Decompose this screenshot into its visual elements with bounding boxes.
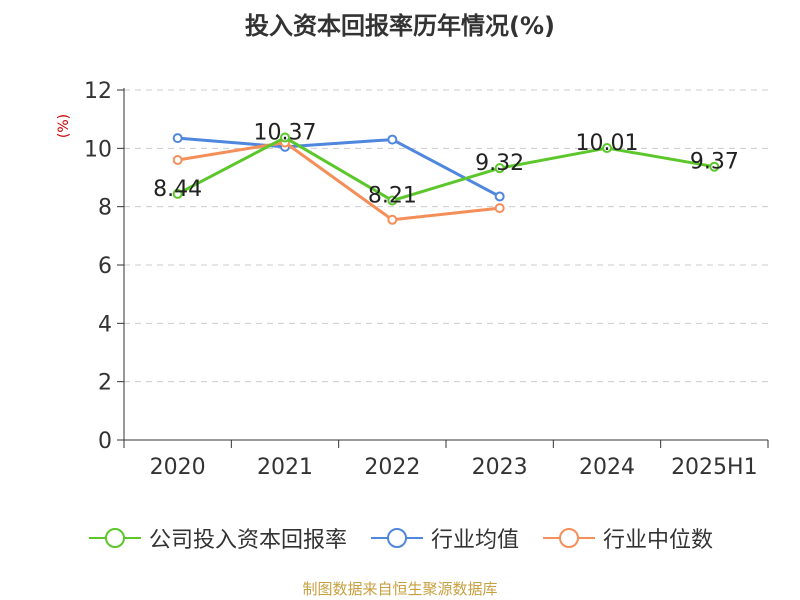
data-point	[387, 134, 398, 145]
data-point	[387, 195, 398, 206]
x-tick-label: 2021	[257, 455, 313, 480]
y-tick-label: 4	[98, 312, 112, 337]
legend-label-industry-median: 行业中位数	[603, 528, 714, 553]
data-point	[172, 133, 183, 144]
data-label: 10.37	[254, 121, 317, 146]
data-point	[280, 132, 290, 143]
series-line	[176, 136, 715, 203]
series-line	[177, 141, 500, 222]
legend-label-industry-mean: 行业均值	[430, 528, 519, 553]
x-tick-label: 2020	[150, 455, 206, 480]
legend-item-company[interactable]: 公司投入资本回报率	[87, 522, 347, 554]
legend-swatch-company	[88, 528, 141, 548]
series-line	[177, 136, 501, 198]
x-tick-label: 2024	[579, 455, 635, 480]
data-point	[602, 143, 612, 154]
data-label: 8.21	[368, 184, 417, 209]
legend-label-company: 公司投入资本回报率	[148, 528, 347, 553]
legend-swatch-industry-mean	[370, 528, 423, 548]
x-tick-label: 2022	[364, 455, 420, 480]
legend: 公司投入资本回报率 行业均值 行业中位数	[0, 520, 800, 556]
legend-swatch-industry-median	[543, 528, 595, 548]
y-tick-label: 2	[98, 371, 112, 396]
data-point	[709, 161, 720, 172]
x-tick-label: 2023	[472, 455, 528, 480]
data-label: 8.44	[153, 177, 202, 202]
x-tick-label: 2025H1	[671, 455, 758, 480]
y-tick-label: 0	[98, 429, 112, 454]
data-point	[494, 163, 505, 174]
data-point	[494, 191, 505, 202]
legend-item-industry-mean[interactable]: 行业均值	[369, 522, 519, 554]
data-label: 10.01	[576, 131, 639, 156]
data-source-note: 制图数据来自恒生聚源数据库	[302, 580, 498, 598]
y-tick-label: 10	[84, 137, 112, 162]
y-tick-label: 6	[98, 254, 112, 279]
y-tick-label: 12	[84, 79, 112, 104]
data-point	[387, 214, 398, 225]
y-tick-label: 8	[98, 196, 112, 221]
data-label: 9.32	[475, 151, 524, 176]
legend-item-industry-median[interactable]: 行业中位数	[541, 522, 713, 554]
data-point	[494, 203, 505, 214]
data-point	[172, 155, 183, 165]
data-point	[172, 188, 183, 199]
data-label: 9.37	[690, 150, 739, 175]
chart-title: 投入资本回报率历年情况(%)	[245, 12, 555, 40]
